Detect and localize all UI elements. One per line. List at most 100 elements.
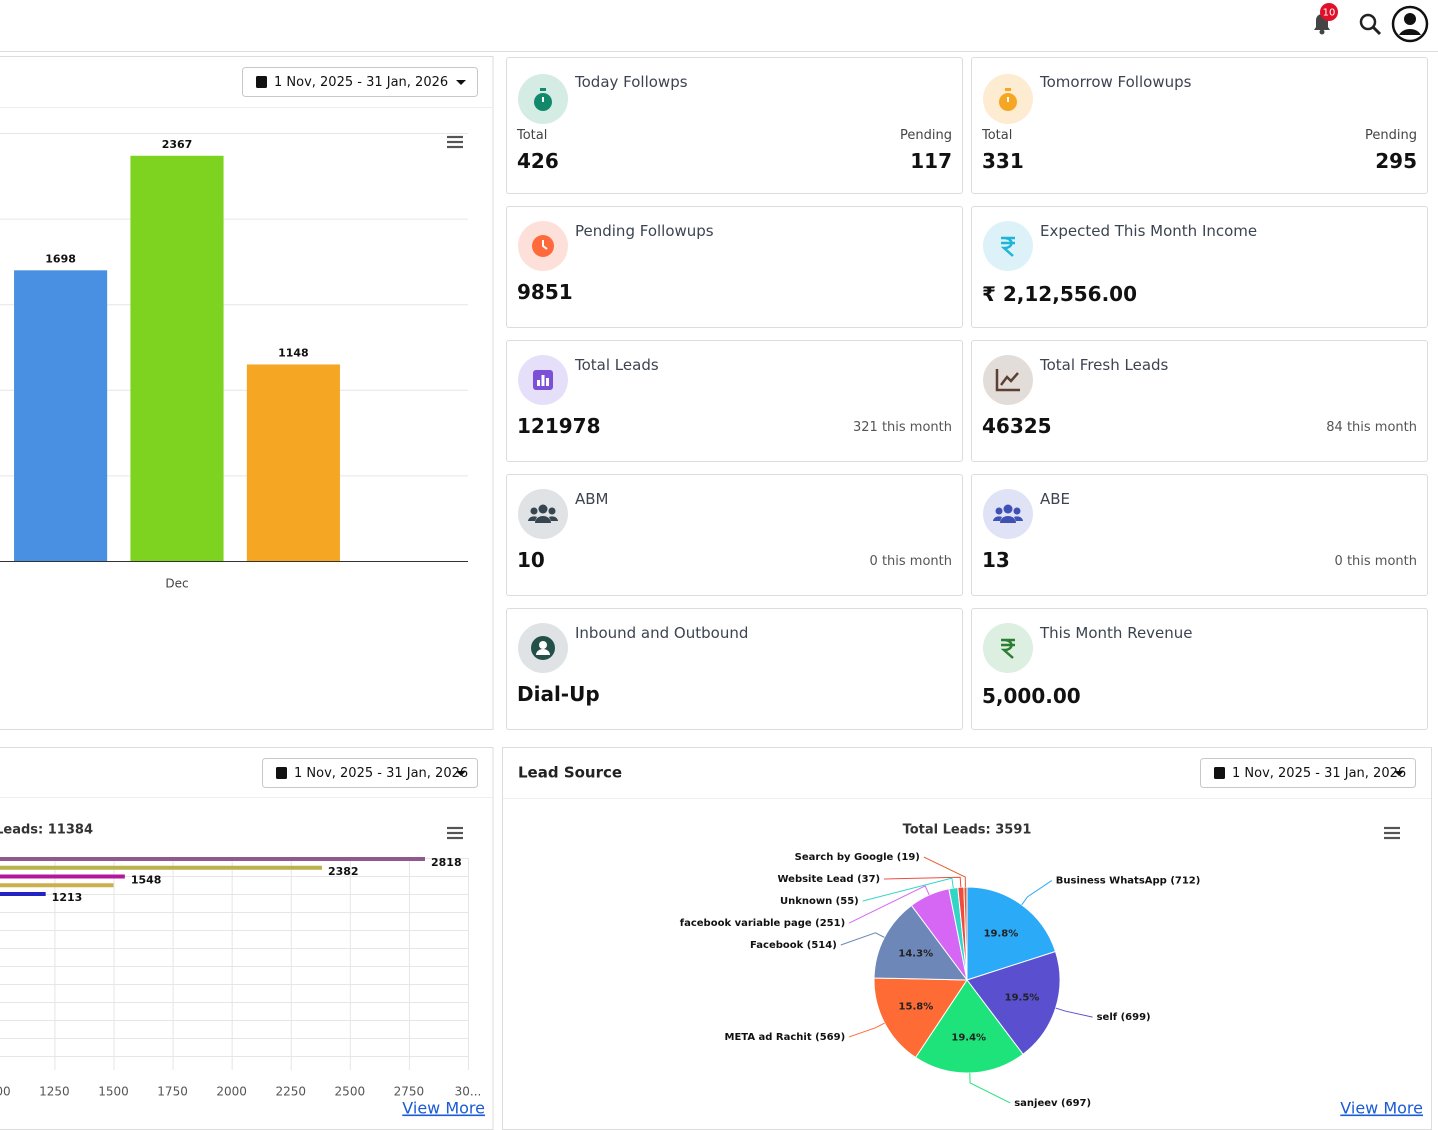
chart-title: Total Leads: 3591 [903, 823, 1032, 838]
slice-label: Search by Google (19) [795, 852, 920, 863]
card-icon [983, 221, 1033, 271]
search-icon[interactable] [1359, 13, 1382, 36]
x-tick-label: 1250 [39, 1085, 70, 1099]
card-value: 9851 [517, 280, 573, 304]
slice-label: Business WhatsApp (712) [1056, 876, 1201, 887]
leader-line [848, 1022, 885, 1038]
leader-line [862, 877, 954, 902]
bar [0, 865, 322, 870]
card-title: This Month Revenue [1040, 624, 1193, 642]
x-tick-label: 1750 [157, 1085, 188, 1099]
card-subtext: 0 this month [869, 554, 952, 569]
view-more-link[interactable]: View More [402, 1099, 485, 1118]
data-label: 2818 [431, 856, 462, 869]
pending-value: 117 [910, 149, 952, 173]
x-tick-label: 2000 [216, 1085, 247, 1099]
panel-title: Lead Source [518, 764, 622, 782]
pie-slice [873, 977, 968, 1059]
card-icon [518, 74, 568, 124]
calendar-icon [1214, 767, 1225, 779]
card-value: 46325 [982, 414, 1052, 438]
stat-card: This Month Revenue 5,000.00 [971, 608, 1428, 730]
view-more-link[interactable]: View More [1340, 1099, 1423, 1118]
card-value: 13 [982, 548, 1010, 572]
card-icon [518, 623, 568, 673]
date-range: 1 Nov, 2025 - 31 Jan, 2026 [274, 75, 448, 90]
card-title: Today Followps [575, 73, 688, 91]
caret [1394, 771, 1404, 776]
chart-title: Total Leads: 11384 [0, 823, 93, 838]
data-label: 1548 [131, 874, 162, 887]
slice-label: Website Lead (37) [777, 874, 880, 885]
stat-card: ABE 13 0 this month [971, 474, 1428, 596]
notification-badge [1320, 3, 1338, 21]
date-picker[interactable]: 1 Nov, 2025 - 31 Jan, 2026 [242, 67, 478, 97]
slice-label: Unknown (55) [780, 896, 859, 907]
slice-percent: 19.8% [984, 928, 1019, 939]
x-tick-label: 2500 [335, 1085, 366, 1099]
card-subtext: 84 this month [1326, 420, 1417, 435]
card-title: Total Leads [575, 356, 659, 374]
bar [0, 883, 114, 888]
leader-line [923, 856, 966, 888]
stat-card: Total Fresh Leads 46325 84 this month [971, 340, 1428, 462]
bar [130, 155, 224, 562]
x-tick-label: 1500 [98, 1085, 129, 1099]
pie-slice [873, 904, 969, 981]
pie-slice [966, 950, 1061, 1055]
chart-menu[interactable] [1384, 826, 1400, 840]
caret [456, 80, 466, 85]
chart-menu[interactable] [447, 135, 463, 149]
date-picker[interactable]: 1 Nov, 2025 - 31 Jan, 2026 [1200, 758, 1416, 788]
card-title: ABE [1040, 490, 1071, 508]
card-subtext: 321 this month [853, 420, 952, 435]
bar [0, 857, 425, 861]
card-value: 121978 [517, 414, 601, 438]
avatar[interactable] [1391, 5, 1429, 43]
leader-line [969, 1072, 1011, 1104]
date-picker-box [1200, 758, 1416, 788]
pending-label: Pending [1365, 128, 1417, 143]
leader-line [848, 885, 930, 924]
slice-label: sanjeev (697) [1014, 1098, 1091, 1109]
leader-line [840, 932, 885, 946]
card-value: Dial-Up [517, 682, 600, 706]
card-value: 10 [517, 548, 545, 572]
bar [14, 270, 108, 561]
card-value: ₹ 2,12,556.00 [982, 282, 1137, 306]
data-label: 2367 [162, 138, 193, 151]
notification-count: 10 [1323, 8, 1336, 19]
card-icon [983, 355, 1033, 405]
data-label: 2382 [328, 865, 359, 878]
date-picker-box [262, 758, 478, 788]
stat-card: ABM 10 0 this month [506, 474, 963, 596]
date-picker[interactable]: 1 Nov, 2025 - 31 Jan, 2026 [262, 758, 478, 788]
stat-card: Pending Followups 9851 [506, 206, 963, 328]
total-value: 331 [982, 149, 1024, 173]
bar [246, 364, 340, 561]
leader-line [1021, 880, 1053, 906]
card-title: Pending Followups [575, 222, 714, 240]
pie-slice [914, 979, 1024, 1074]
stat-card: Total Leads 121978 321 this month [506, 340, 963, 462]
pending-value: 295 [1375, 149, 1417, 173]
card-title: Inbound and Outbound [575, 624, 749, 642]
card-title: Expected This Month Income [1040, 222, 1258, 240]
card-icon [983, 74, 1033, 124]
calendar-icon [256, 76, 267, 88]
x-tick-label: 2750 [394, 1085, 425, 1099]
leader-line [884, 876, 962, 888]
panel [0, 747, 494, 1130]
data-label: 1148 [278, 346, 309, 359]
slice-label: META ad Rachit (569) [725, 1032, 846, 1043]
slice-label: self (699) [1097, 1012, 1151, 1023]
data-label: 1213 [52, 891, 83, 904]
slice-percent: 15.8% [899, 1002, 934, 1013]
total-label: Total [982, 128, 1013, 143]
chart-menu[interactable] [447, 826, 463, 840]
x-tick-label: Dec [165, 577, 188, 591]
total-value: 426 [517, 149, 559, 173]
panel [0, 56, 494, 730]
card-value: 5,000.00 [982, 684, 1081, 708]
